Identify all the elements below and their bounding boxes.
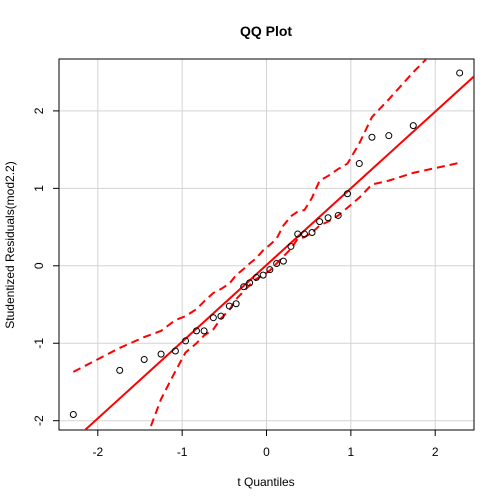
x-tick-label: 0: [263, 445, 270, 459]
point: [385, 132, 393, 140]
y-tick-label: 0: [32, 262, 46, 269]
point: [287, 242, 295, 250]
point: [266, 266, 274, 274]
x-tick-label: -1: [177, 445, 188, 459]
point: [316, 218, 324, 226]
point: [252, 273, 260, 281]
point: [343, 190, 351, 198]
point: [279, 257, 287, 265]
y-tick-label: 2: [32, 107, 46, 114]
point: [116, 366, 124, 374]
plot-frame: [58, 58, 475, 431]
plot-area: [69, 59, 474, 430]
point: [308, 228, 316, 236]
point: [409, 122, 417, 130]
x-axis-label: t Quantiles: [237, 475, 294, 489]
point: [334, 211, 342, 219]
point: [355, 160, 363, 168]
point: [209, 314, 217, 322]
point: [294, 230, 302, 238]
point: [217, 312, 225, 320]
point: [182, 337, 190, 345]
point: [324, 214, 332, 222]
point: [232, 300, 240, 308]
point: [273, 259, 281, 267]
y-tick-label: 1: [32, 185, 46, 192]
envelope-lower: [148, 161, 460, 430]
point: [368, 133, 376, 141]
y-tick-label: -2: [32, 415, 46, 426]
point: [192, 327, 200, 335]
point: [69, 411, 77, 419]
point: [157, 350, 165, 358]
point: [259, 271, 267, 279]
envelope-upper: [72, 59, 428, 373]
point: [225, 302, 233, 310]
x-tick-label: -2: [92, 445, 103, 459]
chart-title: QQ Plot: [240, 23, 292, 39]
point: [300, 230, 308, 238]
point: [240, 283, 248, 291]
point: [456, 69, 464, 77]
point: [200, 327, 208, 335]
point: [171, 347, 179, 355]
reference-line: [83, 75, 474, 430]
y-tick-label: -1: [32, 338, 46, 349]
y-axis-label: Studentized Residuals(mod2.2): [3, 161, 17, 328]
x-tick-label: 1: [348, 445, 355, 459]
x-tick-label: 2: [432, 445, 439, 459]
point: [140, 356, 148, 364]
point: [246, 279, 254, 287]
